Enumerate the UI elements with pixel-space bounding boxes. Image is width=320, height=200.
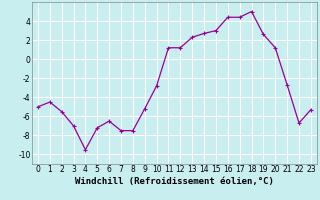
X-axis label: Windchill (Refroidissement éolien,°C): Windchill (Refroidissement éolien,°C): [75, 177, 274, 186]
